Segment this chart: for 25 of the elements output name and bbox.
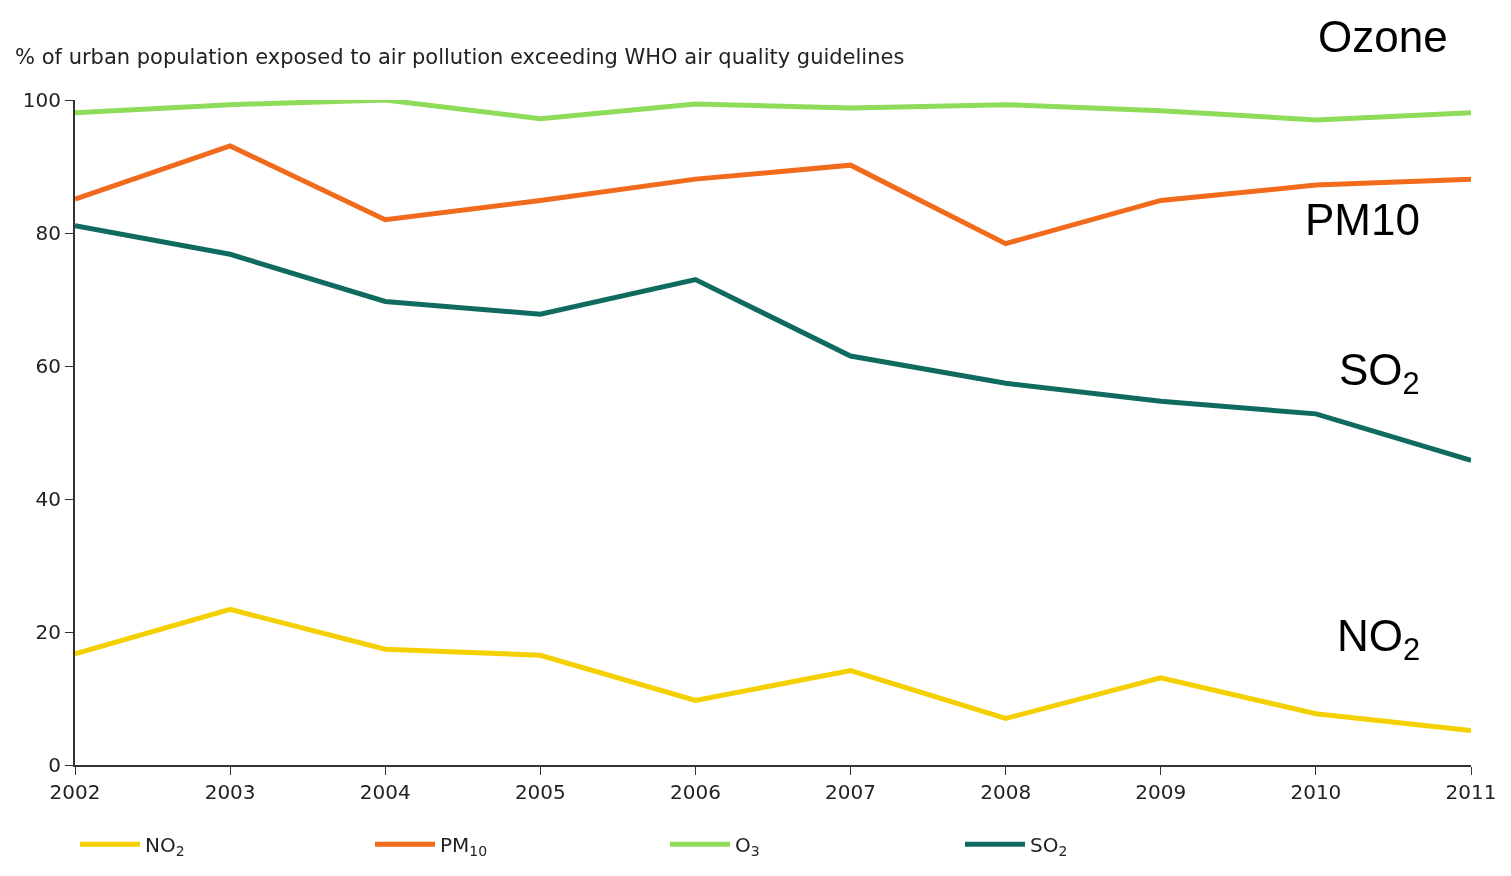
x-tick-label: 2005: [514, 780, 566, 804]
y-tick-label: 100: [22, 88, 61, 112]
text: Ozone: [1318, 12, 1448, 61]
annotation: PM10: [1305, 195, 1420, 244]
x-tick-label: 2004: [359, 780, 411, 804]
x-tick-label: 2010: [1290, 780, 1342, 804]
chart-title: % of urban population exposed to air pollution exceeding WHO air quality guidelines: [15, 45, 905, 70]
legend-label: O$_{3}$: [735, 833, 760, 860]
x-tick-label: 2009: [1135, 780, 1187, 804]
x-tick-label: 2008: [980, 780, 1032, 804]
y-tick-label: 80: [35, 221, 61, 245]
legend-label: SO$_{2}$: [1030, 833, 1068, 860]
annotation: SO$_{2}$: [1339, 345, 1420, 402]
annotation: NO$_{2}$: [1337, 611, 1421, 668]
legend-label: PM$_{10}$: [440, 833, 488, 860]
x-tick-label: 2006: [669, 780, 721, 804]
legend-label: NO$_{2}$: [145, 833, 185, 860]
y-tick-label: 20: [35, 620, 61, 644]
x-tick-label: 2002: [49, 780, 101, 804]
y-tick-label: 60: [35, 354, 61, 378]
x-tick-label: 2011: [1445, 780, 1497, 804]
y-tick-label: 40: [35, 487, 61, 511]
x-tick-label: 2003: [204, 780, 256, 804]
x-tick-label: 2007: [825, 780, 877, 804]
y-tick-label: 0: [48, 753, 61, 777]
